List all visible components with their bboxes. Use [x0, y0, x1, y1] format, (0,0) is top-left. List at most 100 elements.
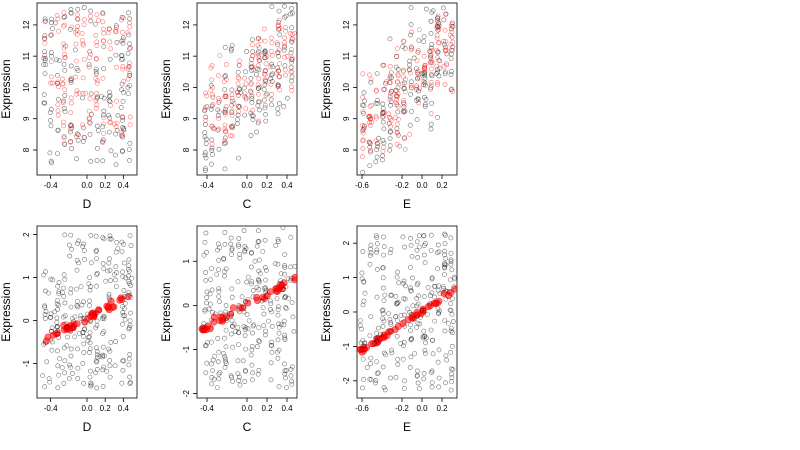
data-point	[60, 100, 66, 105]
data-point	[47, 150, 53, 156]
data-point	[72, 47, 78, 53]
data-point	[449, 86, 455, 92]
data-point	[359, 102, 365, 108]
data-point	[64, 343, 70, 349]
data-point	[80, 122, 85, 128]
data-point	[49, 325, 55, 331]
data-point	[242, 75, 247, 81]
data-point	[229, 87, 235, 93]
data-point	[57, 58, 62, 64]
data-point	[222, 135, 228, 141]
y-tick-label: 9	[22, 116, 31, 121]
data-point	[67, 362, 72, 368]
data-point	[88, 91, 94, 97]
data-point	[373, 233, 379, 238]
data-point	[62, 276, 68, 282]
data-point	[235, 279, 241, 285]
data-point	[67, 253, 73, 259]
data-point	[107, 256, 112, 262]
data-point	[244, 312, 250, 317]
data-point	[449, 371, 454, 377]
data-point	[368, 76, 374, 82]
data-point	[242, 112, 247, 118]
data-point	[108, 236, 114, 242]
data-point	[70, 371, 75, 376]
data-point	[388, 321, 394, 327]
data-point	[61, 285, 66, 291]
x-tick-label: 0.2	[100, 181, 112, 190]
data-point	[394, 79, 400, 85]
data-point	[394, 129, 400, 135]
data-point	[401, 136, 407, 142]
data-point	[243, 81, 249, 87]
data-point	[248, 110, 254, 116]
data-point	[381, 298, 387, 303]
data-point	[274, 296, 280, 301]
data-point	[442, 69, 448, 75]
data-point	[203, 136, 209, 142]
data-point	[282, 375, 288, 381]
data-point	[282, 361, 287, 367]
data-point	[268, 360, 274, 366]
data-point	[202, 200, 206, 204]
data-point	[441, 63, 447, 69]
data-point	[100, 158, 106, 164]
data-point	[120, 132, 125, 138]
data-point	[88, 232, 94, 238]
data-point	[47, 314, 53, 320]
data-point	[75, 241, 80, 246]
data-point	[415, 68, 421, 74]
data-point	[367, 123, 373, 128]
data-point	[255, 120, 261, 126]
data-point	[449, 343, 455, 349]
data-point	[360, 385, 365, 391]
data-point	[449, 51, 454, 57]
data-point	[261, 26, 267, 32]
data-point	[255, 91, 261, 97]
data-point	[291, 328, 297, 334]
data-point	[248, 264, 254, 270]
data-point	[269, 52, 275, 58]
data-point	[227, 133, 233, 139]
data-point	[203, 342, 209, 348]
data-point	[95, 349, 100, 355]
data-point	[407, 70, 413, 76]
data-point	[54, 301, 60, 307]
data-point	[41, 62, 46, 67]
data-point	[261, 50, 267, 56]
data-point	[55, 385, 61, 391]
data-point	[216, 349, 222, 355]
data-point	[229, 247, 235, 253]
data-point	[86, 334, 91, 340]
data-point	[231, 101, 237, 106]
data-point	[287, 31, 293, 36]
data-point	[62, 313, 68, 319]
data-point	[284, 95, 290, 101]
data-point	[452, 276, 457, 282]
data-point	[127, 351, 133, 357]
data-point	[393, 100, 399, 105]
data-point	[120, 29, 125, 35]
data-point	[210, 102, 216, 107]
data-point	[108, 148, 114, 154]
data-point	[282, 63, 288, 69]
data-point	[203, 230, 209, 236]
data-point	[250, 42, 255, 48]
data-point	[61, 135, 67, 141]
data-point	[281, 47, 287, 53]
data-point	[369, 119, 374, 125]
data-point	[400, 69, 406, 74]
data-point	[422, 63, 428, 68]
data-point	[56, 291, 62, 297]
data-point	[442, 252, 447, 257]
data-point	[269, 349, 275, 355]
data-point	[202, 150, 208, 156]
data-point	[400, 44, 406, 50]
data-point	[262, 69, 268, 74]
data-point	[101, 313, 107, 319]
data-point	[204, 289, 210, 295]
y-tick-label: 0	[182, 303, 191, 308]
data-point	[381, 140, 387, 146]
data-point	[250, 49, 256, 55]
data-point	[223, 62, 229, 67]
